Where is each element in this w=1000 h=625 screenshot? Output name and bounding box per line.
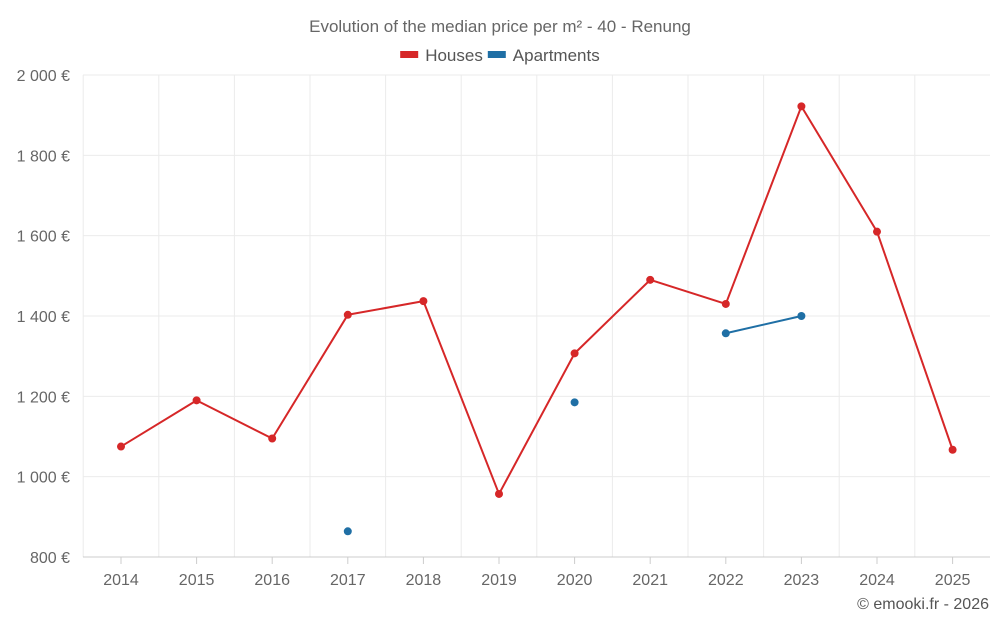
series-line-apartments <box>725 315 802 335</box>
data-point-houses-2024 <box>873 227 881 236</box>
y-axis: 800 € 1 000 € 1 200 € 1 400 € 1 600 € 1 800 €… <box>17 68 70 567</box>
data-point-houses-2014 <box>117 442 125 451</box>
x-tick-label: 2019 <box>481 572 517 589</box>
legend-swatch-apartments <box>487 51 506 58</box>
x-tick-label: 2024 <box>859 572 895 589</box>
data-point-apartments-2017 <box>343 527 352 536</box>
data-point-houses-2025 <box>948 445 957 454</box>
chart-title: Evolution of the median price per m² - 4… <box>309 17 691 36</box>
y-tick-label: 1 000 € <box>17 470 70 487</box>
grid <box>82 74 990 557</box>
x-tick-label: 2016 <box>254 572 290 589</box>
data-point-apartments-2020 <box>570 398 579 407</box>
x-tick-label: 2014 <box>103 572 139 589</box>
series-line-houses <box>120 105 954 495</box>
data-point-houses-2020 <box>570 349 579 358</box>
data-point-apartments-2022 <box>721 329 730 338</box>
legend-item-apartments: Apartments <box>487 46 600 65</box>
data-point-houses-2015 <box>192 396 201 405</box>
x-axis: 2014 2015 2016 2017 2018 2019 2020 2021 2022 2023… <box>83 556 990 589</box>
x-tick-label: 2018 <box>406 572 442 589</box>
x-tick-label: 2015 <box>179 572 215 589</box>
credit-text: © emooki.fr - 2026 <box>857 596 989 613</box>
series-houses <box>117 102 957 498</box>
y-tick-label: 2 000 € <box>17 68 70 85</box>
data-point-houses-2022 <box>721 299 730 308</box>
series-apartments <box>343 312 806 536</box>
y-tick-label: 1 400 € <box>17 309 70 326</box>
data-point-houses-2017 <box>343 310 352 319</box>
x-tick-label: 2017 <box>330 572 366 589</box>
y-tick-label: 800 € <box>30 550 70 567</box>
data-point-houses-2021 <box>646 275 655 284</box>
x-tick-label: 2023 <box>784 572 820 589</box>
x-tick-label: 2021 <box>632 572 668 589</box>
data-point-houses-2023 <box>797 102 806 111</box>
x-tick-label: 2025 <box>935 572 971 589</box>
legend-swatch-houses <box>400 51 419 58</box>
data-point-houses-2018 <box>419 297 428 306</box>
data-point-apartments-2023 <box>797 312 806 320</box>
y-tick-label: 1 800 € <box>17 148 70 165</box>
y-tick-label: 1 200 € <box>17 389 70 406</box>
legend: Houses Apartments <box>400 46 600 65</box>
legend-label-houses: Houses <box>425 46 483 65</box>
legend-item-houses: Houses <box>400 46 483 65</box>
series-layer <box>117 102 957 536</box>
data-point-houses-2019 <box>495 489 503 498</box>
x-tick-label: 2022 <box>708 572 744 589</box>
x-tick-label: 2020 <box>557 572 593 589</box>
y-tick-label: 1 600 € <box>17 229 70 246</box>
data-point-houses-2016 <box>268 434 277 443</box>
legend-label-apartments: Apartments <box>513 46 600 65</box>
